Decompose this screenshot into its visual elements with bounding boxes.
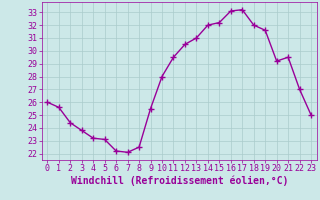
X-axis label: Windchill (Refroidissement éolien,°C): Windchill (Refroidissement éolien,°C) bbox=[70, 176, 288, 186]
